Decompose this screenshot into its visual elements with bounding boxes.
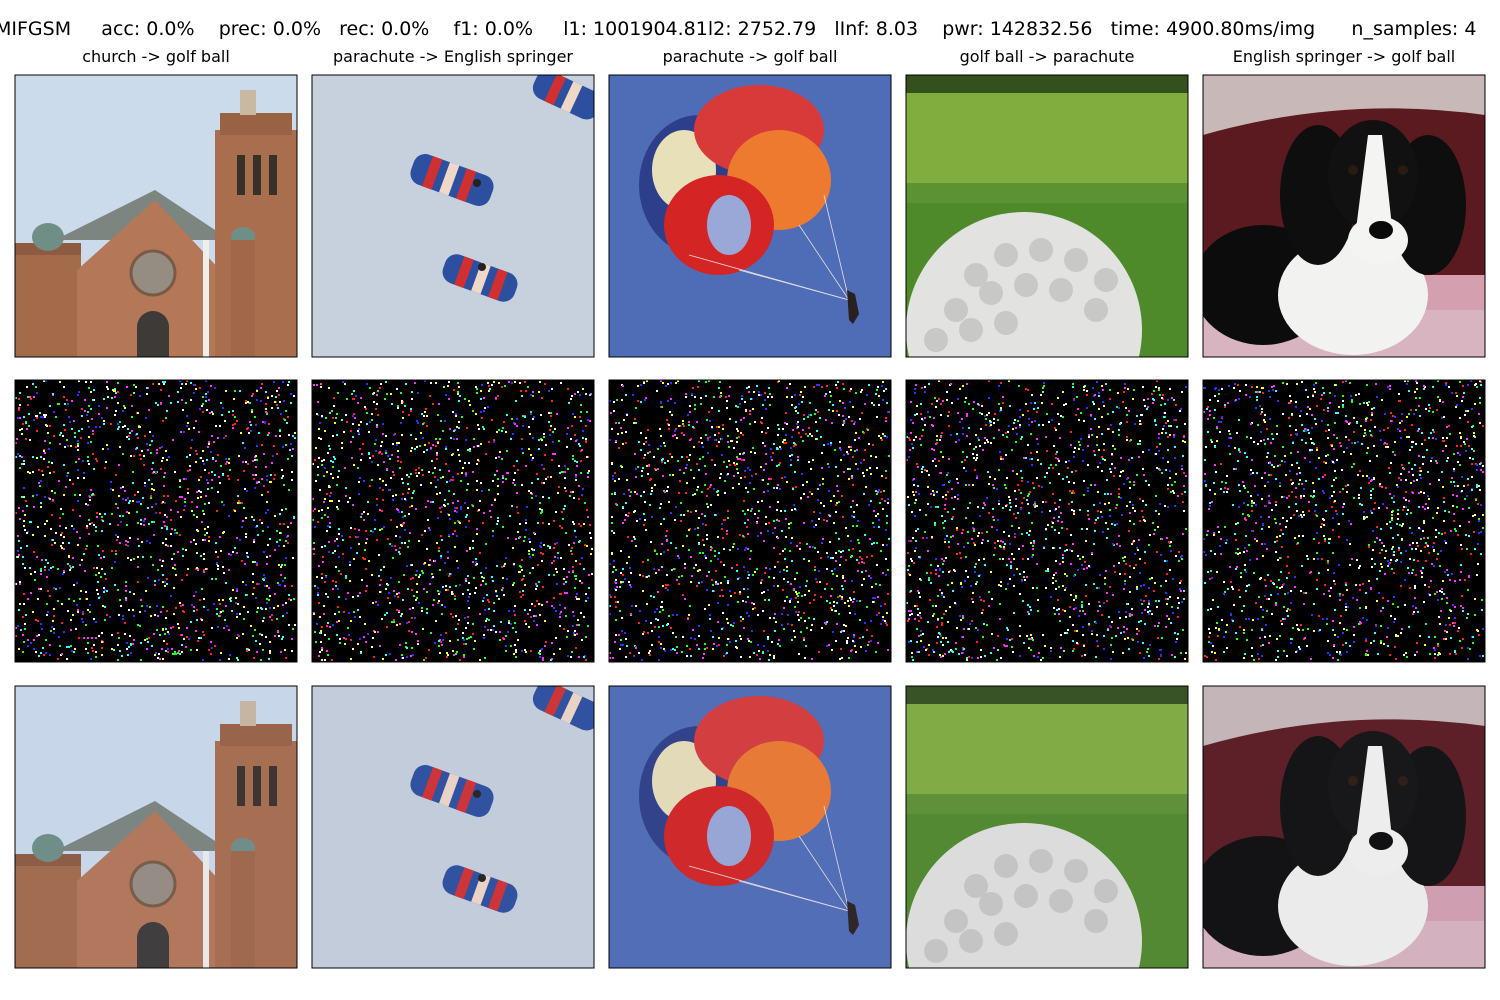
metrics-header: MIFGSM acc: 0.0% prec: 0.0% rec: 0.0% f1… bbox=[0, 18, 1476, 40]
panel-frame bbox=[311, 685, 595, 969]
perturbation-noise bbox=[312, 381, 591, 661]
column-title: church -> golf ball bbox=[82, 47, 230, 66]
adversarial-tint bbox=[15, 686, 297, 968]
original-image bbox=[312, 75, 594, 357]
panel-frame bbox=[905, 379, 1189, 663]
header-clip: MIFGSM acc: 0.0% prec: 0.0% rec: 0.0% f1… bbox=[0, 18, 1476, 40]
panel-frame bbox=[905, 74, 1189, 358]
adversarial-tint bbox=[609, 686, 891, 968]
perturbation-noise bbox=[609, 380, 889, 660]
perturbation-background bbox=[609, 380, 891, 662]
column-title: parachute -> golf ball bbox=[663, 47, 838, 66]
original-image bbox=[15, 75, 297, 357]
panel-frame bbox=[608, 685, 892, 969]
panel-frame bbox=[608, 74, 892, 358]
panel-frame bbox=[1202, 685, 1486, 969]
panel-frame bbox=[14, 379, 298, 663]
perturbation-background bbox=[312, 380, 594, 662]
column-title: parachute -> English springer bbox=[333, 47, 573, 66]
perturbation-background bbox=[1203, 380, 1485, 662]
panel-grid: church -> golf ball parachute -> English … bbox=[14, 47, 1486, 969]
perturbation-noise bbox=[907, 380, 1187, 661]
panel-frame bbox=[14, 685, 298, 969]
adversarial-tint bbox=[906, 686, 1188, 968]
original-image bbox=[609, 75, 891, 357]
adversarial-tint bbox=[1203, 686, 1485, 968]
perturbation-noise bbox=[1211, 380, 1484, 659]
panel-frame bbox=[1202, 379, 1486, 663]
panel-frame bbox=[608, 379, 892, 663]
column-title: golf ball -> parachute bbox=[960, 47, 1135, 66]
panel-frame bbox=[905, 685, 1189, 969]
panel-frame bbox=[311, 74, 595, 358]
panel-frame bbox=[14, 74, 298, 358]
column-title: English springer -> golf ball bbox=[1233, 47, 1455, 66]
perturbation-noise bbox=[15, 382, 295, 661]
panel-frame bbox=[311, 379, 595, 663]
panel-frame bbox=[1202, 74, 1486, 358]
original-image bbox=[1203, 75, 1485, 357]
adversarial-tint bbox=[312, 686, 594, 968]
